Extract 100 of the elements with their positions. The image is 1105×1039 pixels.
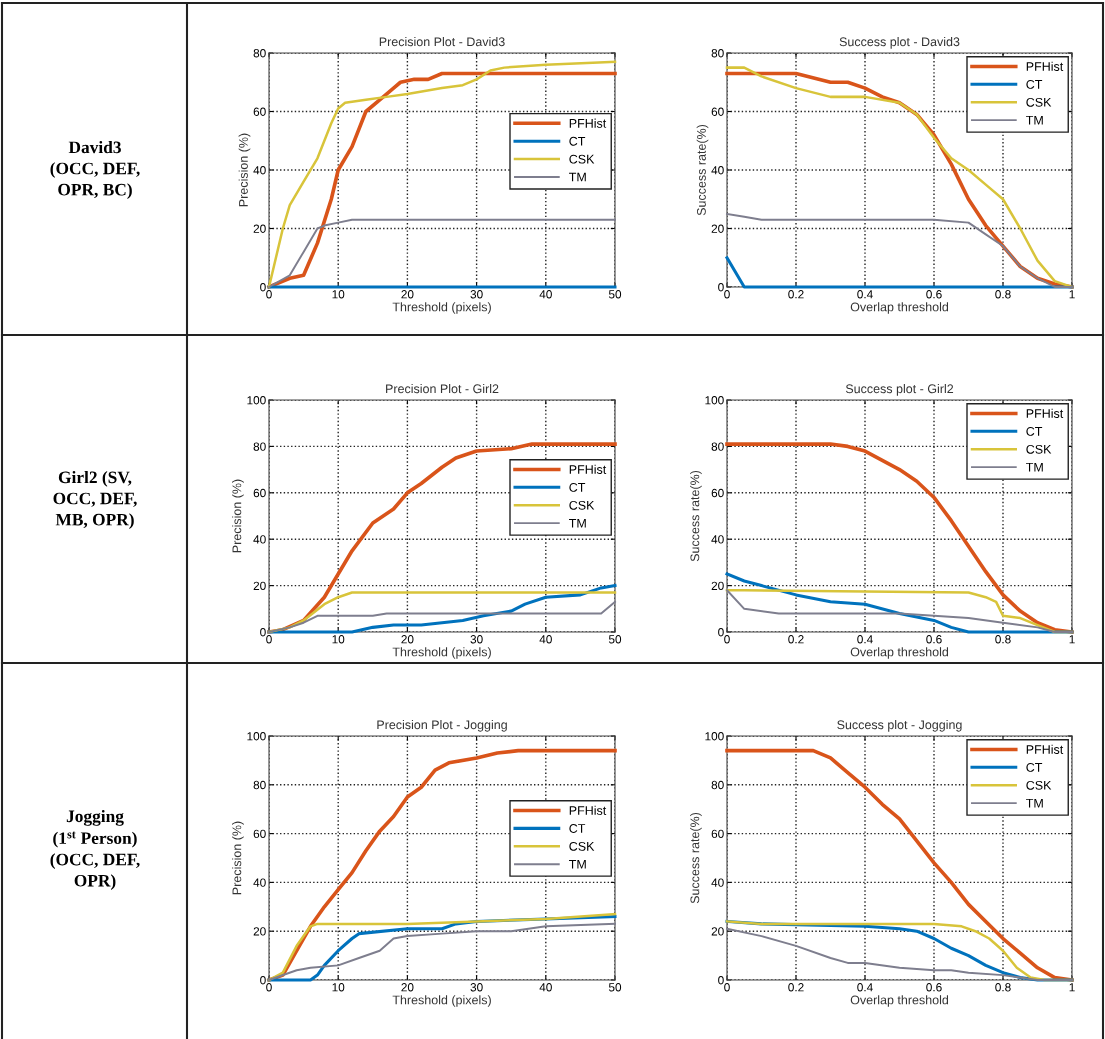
y-axis-title: Success rate(%) (696, 124, 709, 216)
x-tick-label: 0 (724, 290, 730, 299)
x-tick-label: 1 (1069, 290, 1075, 299)
legend-label: PFHist (1026, 408, 1064, 418)
y-tick-label: 80 (253, 442, 266, 451)
y-tick-label: 100 (247, 396, 266, 405)
y-tick-label: 40 (711, 166, 724, 175)
x-tick-label: 40 (539, 635, 552, 644)
x-tick-label: 0 (266, 983, 272, 992)
legend-label: CT (1026, 762, 1043, 772)
legend-label: PFHist (569, 464, 607, 474)
x-tick-label: 0 (724, 983, 730, 992)
x-axis-title: Threshold (pixels) (392, 302, 491, 314)
legend-label: PFHist (569, 118, 607, 128)
text: David3 (OCC, DEF, OPR, BC) (50, 140, 140, 200)
legend-label: CSK (1026, 97, 1052, 107)
x-axis-title: Overlap threshold (850, 647, 949, 659)
y-tick-label: 40 (711, 878, 724, 887)
x-tick-label: 0 (266, 635, 272, 644)
x-axis-title: Overlap threshold (850, 302, 949, 314)
x-tick-label: 50 (608, 635, 622, 644)
x-tick-label: 0.4 (857, 983, 873, 992)
chart-title: Success plot - Girl2 (845, 384, 954, 396)
y-axis-title: Success rate(%) (690, 470, 702, 562)
legend-label: CSK (569, 154, 595, 164)
y-tick-label: 20 (253, 581, 266, 590)
y-tick-label: 60 (253, 829, 266, 838)
y-tick-label: 0 (260, 628, 266, 637)
text: Jogging (1$^{st}$ Person) (OCC, DEF, OPR) (50, 809, 140, 891)
legend-label: PFHist (1026, 744, 1064, 754)
x-tick-label: 40 (539, 290, 552, 299)
y-tick-label: 40 (711, 535, 724, 544)
y-axis-title: Precision (%) (238, 133, 251, 207)
y-axis-title: Precision (%) (232, 479, 244, 553)
chart-title: Precision Plot - Jogging (377, 720, 507, 732)
y-tick-label: 0 (260, 976, 266, 985)
legend-label: TM (569, 859, 586, 869)
legend-label: PFHist (569, 805, 607, 815)
x-tick-label: 0.2 (788, 635, 804, 644)
legend-label: TM (1026, 462, 1043, 472)
x-axis-title: Threshold (pixels) (392, 995, 491, 1007)
legend-label: CT (569, 482, 586, 492)
y-tick-label: 60 (711, 488, 724, 498)
y-tick-label: 20 (253, 927, 266, 936)
x-tick-label: 0.4 (857, 635, 873, 644)
y-tick-label: 60 (253, 107, 266, 116)
legend-label: TM (569, 172, 586, 182)
y-tick-label: 80 (711, 49, 724, 58)
y-tick-label: 100 (247, 732, 266, 741)
legend-label: CSK (1026, 444, 1052, 454)
y-tick-label: 0 (718, 628, 724, 637)
legend-label: CT (1026, 426, 1043, 436)
y-tick-label: 100 (705, 732, 724, 741)
y-tick-label: 0 (718, 283, 724, 292)
x-axis-title: Overlap threshold (850, 995, 949, 1007)
y-axis-title: Success rate(%) (690, 812, 702, 904)
x-tick-label: 30 (470, 635, 483, 644)
x-tick-label: 20 (401, 983, 414, 992)
legend-label: TM (1026, 798, 1043, 808)
legend-label: CT (569, 824, 586, 833)
legend-label: CSK (569, 841, 595, 851)
y-tick-label: 60 (253, 488, 266, 498)
legend-label: CT (569, 136, 586, 146)
y-tick-label: 40 (253, 166, 266, 175)
x-tick-label: 0.4 (857, 290, 873, 299)
legend-label: PFHist (1026, 61, 1064, 71)
x-tick-label: 0.8 (995, 983, 1011, 992)
x-tick-label: 30 (470, 983, 483, 992)
x-tick-label: 40 (539, 983, 552, 992)
legend-label: CSK (1026, 780, 1052, 790)
y-tick-label: 80 (711, 442, 724, 451)
x-tick-label: 10 (332, 290, 345, 299)
x-tick-label: 0.8 (995, 290, 1011, 299)
x-tick-label: 0 (266, 290, 272, 299)
y-tick-label: 0 (718, 976, 724, 985)
chart-title: Success plot - David3 (839, 37, 960, 49)
y-tick-label: 80 (711, 780, 724, 790)
x-tick-label: 20 (401, 635, 414, 644)
x-tick-label: 10 (332, 635, 345, 644)
x-tick-label: 0.2 (788, 983, 804, 992)
x-tick-label: 10 (332, 983, 345, 992)
x-tick-label: 1 (1069, 983, 1075, 992)
x-tick-label: 1 (1069, 635, 1075, 644)
x-tick-label: 0.6 (926, 635, 942, 644)
y-axis-title: Precision (%) (232, 821, 244, 895)
x-tick-label: 50 (608, 290, 622, 299)
x-tick-label: 0 (724, 635, 730, 644)
x-tick-label: 0.8 (995, 635, 1011, 644)
y-tick-label: 40 (253, 535, 266, 544)
x-tick-label: 30 (470, 290, 483, 299)
chart-title: Precision Plot - Girl2 (386, 384, 499, 394)
x-axis-title: Threshold (pixels) (392, 647, 491, 659)
y-tick-label: 80 (253, 780, 266, 790)
y-tick-label: 60 (711, 107, 724, 116)
legend-label: CT (1026, 79, 1043, 89)
chart-title: Precision Plot - David3 (379, 37, 505, 47)
x-tick-label: 0.6 (926, 983, 942, 992)
x-tick-label: 50 (608, 983, 622, 992)
legend-label: TM (1026, 115, 1043, 125)
y-tick-label: 40 (253, 878, 266, 887)
